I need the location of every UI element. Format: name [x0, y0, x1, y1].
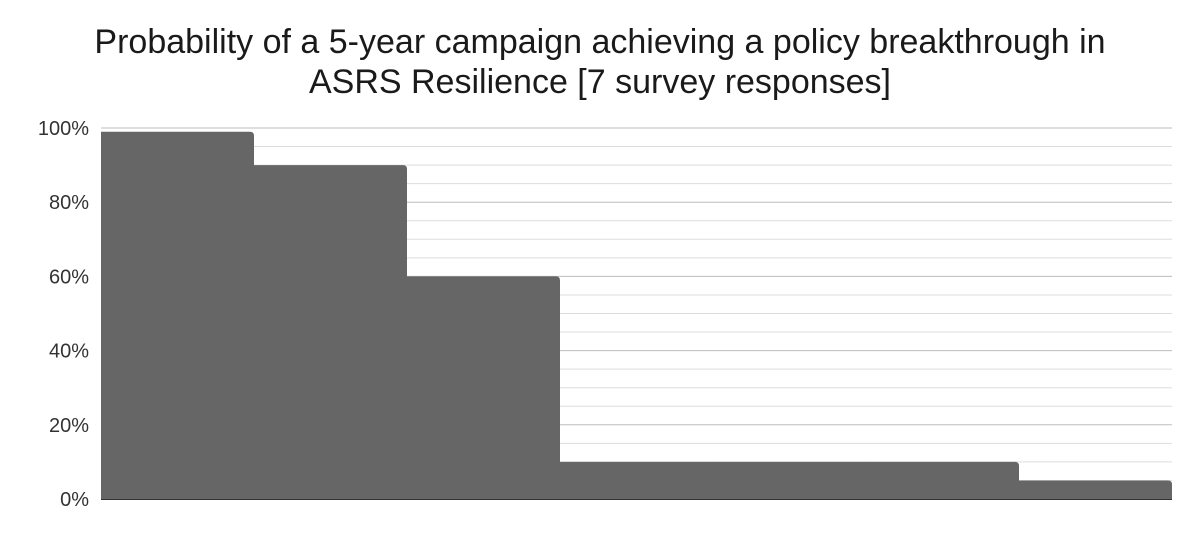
- y-tick-label: 40%: [49, 341, 89, 363]
- response-step-3: [407, 276, 560, 499]
- response-step-7: [1019, 480, 1172, 499]
- chart-title: Probability of a 5-year campaign achievi…: [0, 22, 1200, 102]
- y-tick-label: 100%: [38, 118, 89, 140]
- y-tick-label: 0%: [60, 489, 89, 511]
- y-tick-label: 20%: [49, 415, 89, 437]
- response-step-6: [866, 461, 1019, 499]
- response-step-2: [254, 165, 407, 499]
- chart-title-line-1: Probability of a 5-year campaign achievi…: [94, 23, 1106, 61]
- y-tick-label: 80%: [49, 192, 89, 214]
- response-step-5: [713, 461, 867, 499]
- response-step-4: [560, 461, 714, 499]
- y-tick-label: 60%: [49, 266, 89, 288]
- response-step-1: [101, 131, 254, 499]
- chart-title-line-2: ASRS Resilience [7 survey responses]: [308, 63, 892, 101]
